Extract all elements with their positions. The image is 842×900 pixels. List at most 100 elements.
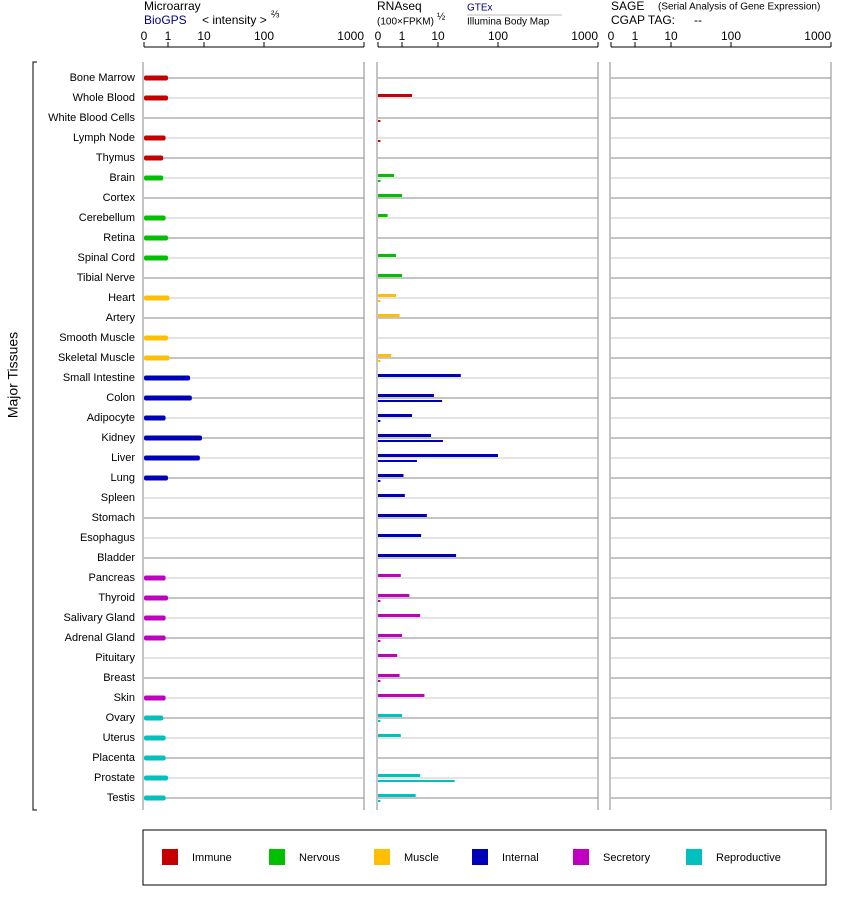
x-tick-label: 1000 [571, 29, 598, 43]
panel-source: BioGPS [144, 13, 187, 27]
category-label: Cortex [103, 192, 136, 204]
category-label: Lymph Node [73, 132, 135, 144]
x-tick-label: 1000 [804, 29, 831, 43]
category-label: Ovary [106, 712, 136, 724]
bar [378, 120, 381, 122]
bar [378, 514, 427, 517]
bar [378, 594, 410, 597]
x-tick-label: 1000 [337, 29, 364, 43]
bar [378, 460, 417, 462]
bar [378, 180, 381, 182]
category-label: Smooth Muscle [59, 332, 135, 344]
bar [378, 494, 405, 497]
tag-label: CGAP TAG: [611, 13, 675, 27]
legend-label: Internal [502, 852, 539, 864]
bar [378, 774, 421, 777]
bar [144, 235, 168, 241]
x-tick-label: 1 [165, 29, 172, 43]
bar [144, 595, 168, 601]
category-label: Spleen [101, 492, 135, 504]
panel-title: SAGE [611, 0, 644, 13]
bar [144, 775, 168, 781]
bar [378, 400, 443, 402]
bar [378, 274, 402, 277]
bar [378, 194, 402, 197]
bar [378, 554, 457, 557]
legend-label: Nervous [299, 852, 340, 864]
bar [144, 795, 166, 801]
bar [378, 360, 381, 362]
bar [144, 475, 168, 481]
bar [378, 354, 392, 357]
category-label: Breast [103, 672, 135, 684]
category-label: Tibial Nerve [77, 272, 135, 284]
bar [144, 635, 166, 641]
bar [378, 214, 388, 217]
bar [144, 575, 166, 581]
bar [144, 455, 200, 461]
legend-swatch [374, 849, 390, 865]
bar [144, 95, 168, 101]
bar [144, 375, 191, 381]
bar [144, 615, 166, 621]
x-tick-label: 10 [664, 29, 678, 43]
bar [144, 435, 203, 441]
category-label: Esophagus [80, 532, 136, 544]
category-label: Whole Blood [73, 92, 135, 104]
x-tick-label: 100 [488, 29, 508, 43]
bar [144, 735, 166, 741]
category-label: Spinal Cord [78, 252, 135, 264]
bar [144, 215, 166, 221]
category-label: Brain [109, 172, 135, 184]
category-label: Adrenal Gland [65, 632, 135, 644]
category-label: Salivary Gland [63, 612, 135, 624]
category-label: Skin [114, 692, 135, 704]
bar [144, 355, 170, 361]
category-label: Lung [111, 472, 135, 484]
bar [378, 720, 381, 722]
bar [144, 295, 170, 301]
panel-title: Microarray [144, 0, 201, 13]
category-label: Heart [108, 292, 135, 304]
bar [378, 374, 461, 377]
bar [378, 454, 498, 457]
bar [378, 434, 432, 437]
category-label: Bone Marrow [70, 72, 135, 84]
bar [144, 135, 166, 141]
bar [378, 300, 381, 302]
category-label: Thymus [96, 152, 136, 164]
bar [378, 440, 443, 442]
bar [144, 155, 164, 161]
x-tick-label: 10 [197, 29, 211, 43]
bar [378, 694, 425, 697]
category-label: Skeletal Muscle [58, 352, 135, 364]
legend-swatch [269, 849, 285, 865]
legend-swatch [162, 849, 178, 865]
panel-unit: < intensity > [202, 13, 267, 27]
bar [144, 335, 168, 341]
bar [378, 534, 422, 537]
bar [378, 94, 413, 97]
category-label: Cerebellum [79, 212, 135, 224]
legend-label: Reproductive [716, 852, 781, 864]
bar [378, 714, 402, 717]
panel-title: RNAseq [377, 0, 422, 13]
category-label: Retina [103, 232, 136, 244]
bar [378, 314, 400, 317]
category-label: Adipocyte [87, 412, 135, 424]
bar [378, 640, 381, 642]
bar [144, 395, 192, 401]
x-tick-label: 1 [632, 29, 639, 43]
bar [144, 715, 164, 721]
bar [378, 780, 455, 782]
bar [378, 140, 381, 142]
x-tick-label: 100 [254, 29, 274, 43]
panel-unit-exponent: ½ [437, 12, 446, 23]
bar [378, 654, 398, 657]
bar [378, 394, 434, 397]
bar [378, 414, 413, 417]
bar [378, 474, 404, 477]
category-label: Pituitary [95, 652, 135, 664]
category-label: Small Intestine [63, 372, 135, 384]
panel-subtitle: (Serial Analysis of Gene Expression) [658, 2, 820, 13]
